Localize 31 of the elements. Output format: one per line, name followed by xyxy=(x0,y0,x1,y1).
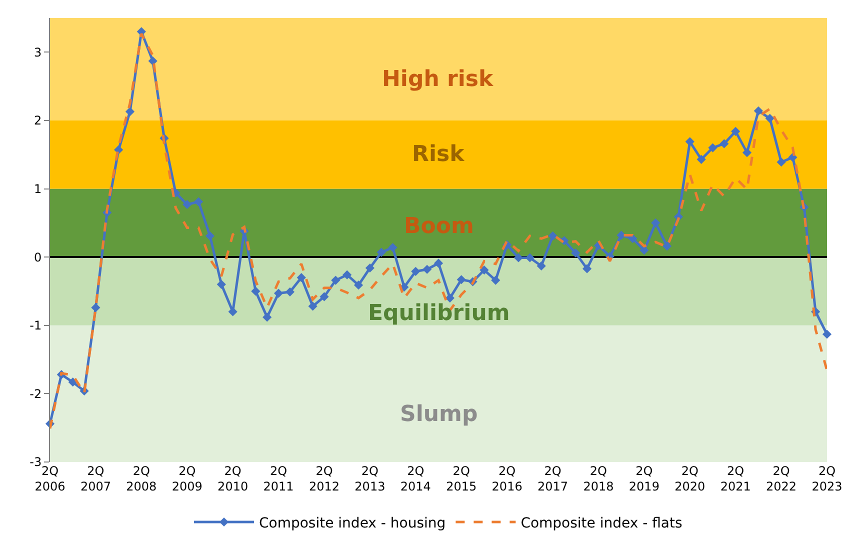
x-tick-label: 2Q 2021 xyxy=(720,464,751,494)
x-tick-label: 2Q 2008 xyxy=(126,464,157,494)
band-label: Boom xyxy=(404,214,474,239)
x-tick-label: 2Q 2018 xyxy=(583,464,614,494)
band-label: High risk xyxy=(382,67,495,92)
y-tick-label: -3 xyxy=(30,455,42,470)
y-tick-label: -2 xyxy=(30,386,42,401)
x-tick-label: 2Q 2011 xyxy=(263,464,294,494)
legend-label: Composite index - flats xyxy=(520,515,682,532)
y-tick-label: -1 xyxy=(30,318,42,333)
x-tick-label: 2Q 2017 xyxy=(537,464,568,494)
x-tick-label: 2Q 2022 xyxy=(766,464,797,494)
x-tick-label: 2Q 2014 xyxy=(400,464,431,494)
y-tick-label: 3 xyxy=(34,45,42,60)
band-label: Risk xyxy=(412,142,466,167)
x-tick-label: 2Q 2009 xyxy=(172,464,202,494)
band-label: Equilibrium xyxy=(368,301,510,326)
y-tick-label: 2 xyxy=(34,114,42,128)
band-label: Slump xyxy=(400,402,478,427)
x-tick-label: 2Q 2016 xyxy=(492,464,522,494)
x-tick-label: 2Q 2023 xyxy=(812,464,842,494)
legend-label: Composite index - housing xyxy=(259,515,446,532)
x-tick-label: 2Q 2012 xyxy=(308,464,340,494)
x-tick-label: 2Q 2013 xyxy=(354,464,386,494)
x-tick-label: 2Q 2019 xyxy=(628,464,660,494)
x-tick-label: 2Q 2020 xyxy=(674,464,706,494)
y-tick-label: 1 xyxy=(34,182,42,196)
x-tick-label: 2Q 2015 xyxy=(446,464,477,494)
y-tick-label: 0 xyxy=(34,250,42,264)
x-tick-label: 2Q 2007 xyxy=(80,464,111,494)
x-tick-label: 2Q 2010 xyxy=(218,464,248,494)
